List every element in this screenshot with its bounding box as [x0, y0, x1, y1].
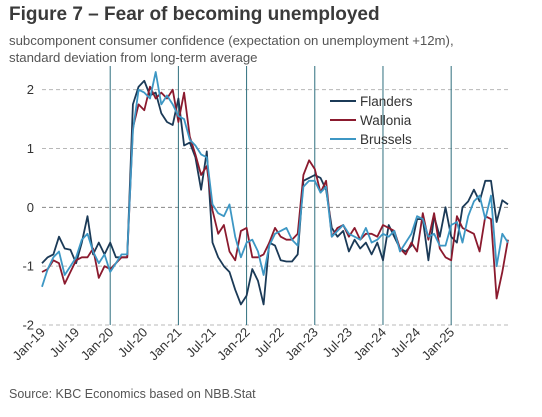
- y-tick-label: -1: [22, 259, 34, 274]
- grid-layer: [42, 89, 508, 326]
- y-tick-label: 2: [27, 82, 34, 97]
- chart-subtitle-line-2: standard deviation from long-term averag…: [9, 50, 258, 65]
- source-note: Source: KBC Economics based on NBB.Stat: [9, 387, 256, 401]
- x-tick-label: Jan-21: [146, 325, 185, 364]
- legend-label-flanders: Flanders: [360, 94, 413, 109]
- legend-label-brussels: Brussels: [360, 132, 412, 147]
- x-tick-label: Jan-20: [78, 325, 117, 364]
- y-axis-ticks: 2 1 0 -1 -2: [22, 82, 34, 332]
- x-tick-label: Jul-23: [319, 325, 355, 361]
- chart-subtitle-line-1: subcomponent consumer confidence (expect…: [9, 33, 454, 48]
- y-tick-label: -2: [22, 318, 34, 333]
- year-marker-layer: [109, 66, 452, 325]
- legend-label-wallonia: Wallonia: [360, 113, 412, 128]
- x-tick-label: Jul-20: [115, 325, 151, 361]
- y-tick-label: 1: [27, 141, 34, 156]
- x-tick-label: Jul-24: [388, 325, 424, 361]
- x-tick-label: Jul-19: [47, 325, 83, 361]
- chart-title: Figure 7 – Fear of becoming unemployed: [9, 4, 380, 25]
- x-tick-label: Jan-24: [350, 325, 389, 364]
- series-layer: [41, 71, 509, 306]
- x-tick-label: Jan-22: [214, 325, 253, 364]
- y-tick-label: 0: [27, 200, 34, 215]
- x-tick-label: Jul-21: [183, 325, 219, 361]
- x-axis-ticks: Jan-19Jul-19Jan-20Jul-20Jan-21Jul-21Jan-…: [9, 325, 457, 364]
- x-tick-label: Jan-23: [282, 325, 321, 364]
- series-line-brussels: [41, 71, 509, 288]
- legend: Flanders Wallonia Brussels: [330, 94, 413, 147]
- x-tick-label: Jul-22: [251, 325, 287, 361]
- series-line-wallonia: [41, 85, 509, 300]
- x-tick-label: Jan-25: [419, 325, 458, 364]
